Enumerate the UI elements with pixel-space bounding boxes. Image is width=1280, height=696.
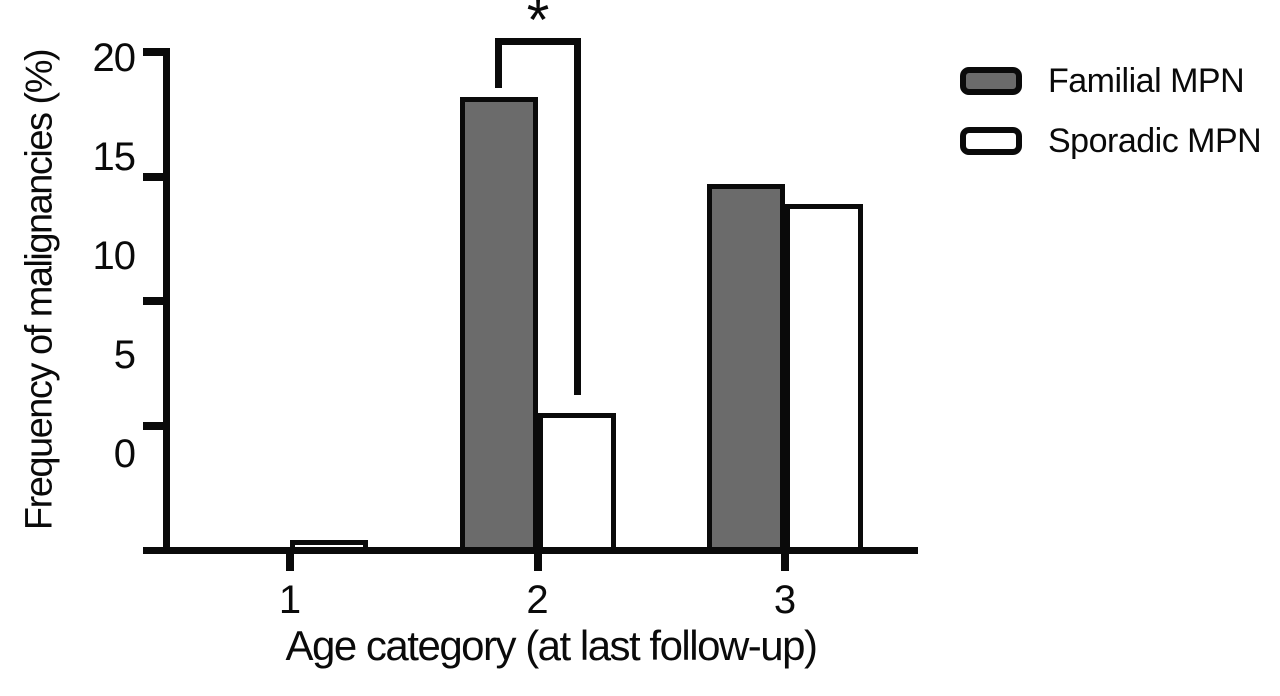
x-axis-title: Age category (at last follow-up) [285, 622, 818, 669]
x-category-label: 2 [526, 578, 549, 622]
y-tick-label: 20 [92, 36, 137, 80]
bar-familial-cat3 [707, 183, 785, 552]
x-axis-tick [533, 550, 542, 571]
significance-bracket-right-leg [574, 38, 581, 395]
significance-bracket-left-leg [495, 38, 502, 88]
bar-sporadic-cat3 [785, 203, 863, 552]
y-axis-tick [143, 421, 170, 430]
y-axis-tick [143, 48, 170, 56]
legend-swatch-familial [960, 67, 1022, 95]
bar-sporadic-cat1 [290, 540, 368, 552]
y-tick-label: 0 [113, 432, 136, 476]
y-axis-tick [143, 172, 170, 181]
y-tick-label: 5 [113, 333, 136, 377]
x-axis-tick [781, 550, 789, 571]
y-tick-label: 10 [92, 234, 137, 278]
significance-asterisk: * [526, 0, 550, 53]
legend-label-familial: Familial MPN [1048, 62, 1245, 100]
x-axis-tick [286, 550, 294, 571]
legend-label-sporadic: Sporadic MPN [1048, 122, 1262, 160]
bar-sporadic-cat2 [537, 413, 616, 552]
significance-bracket-top [495, 38, 581, 45]
x-category-label: 1 [278, 578, 302, 622]
y-tick-label: 15 [92, 135, 137, 179]
y-axis-tick [143, 297, 170, 305]
legend-swatch-sporadic [960, 127, 1022, 155]
bar-familial-cat2 [459, 96, 538, 552]
x-category-label: 3 [773, 578, 797, 622]
